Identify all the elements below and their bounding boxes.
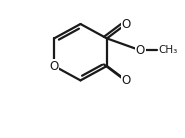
Text: O: O (122, 18, 131, 30)
Text: O: O (136, 44, 145, 57)
Text: O: O (122, 74, 131, 87)
Text: O: O (49, 59, 59, 72)
Text: CH₃: CH₃ (159, 45, 178, 55)
